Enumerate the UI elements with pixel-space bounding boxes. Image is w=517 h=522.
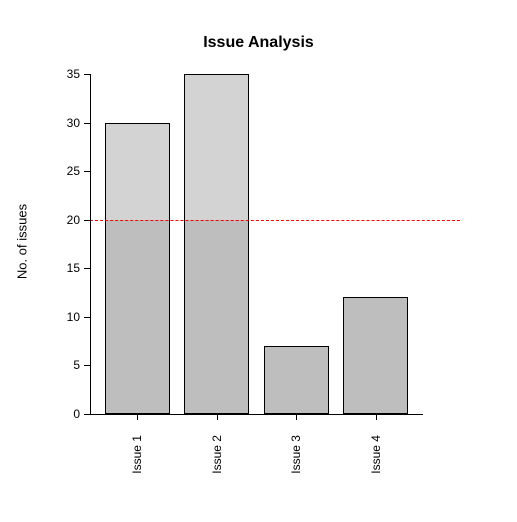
y-tick (84, 220, 90, 221)
x-tick-label: Issue 1 (130, 435, 144, 485)
y-tick-label: 0 (50, 407, 80, 421)
y-axis-line (90, 74, 91, 414)
y-tick (84, 414, 90, 415)
y-tick-label: 30 (50, 116, 80, 130)
x-tick (296, 414, 297, 420)
y-tick-label: 35 (50, 67, 80, 81)
bar-lower (184, 220, 249, 414)
y-axis-title: No. of issues (15, 182, 30, 302)
y-tick-label: 5 (50, 358, 80, 372)
x-tick-label: Issue 4 (369, 435, 383, 485)
bar-upper (105, 123, 170, 220)
chart-container: Issue Analysis No. of issues 0 5 10 15 20 25 3… (0, 0, 517, 522)
bar (264, 346, 329, 414)
x-tick-label: Issue 3 (289, 435, 303, 485)
x-tick (376, 414, 377, 420)
y-tick (84, 171, 90, 172)
y-tick-label: 20 (50, 213, 80, 227)
bar-layer (90, 74, 460, 414)
x-tick-label: Issue 2 (210, 435, 224, 485)
reference-line (90, 220, 460, 221)
y-tick-label: 10 (50, 310, 80, 324)
y-tick (84, 74, 90, 75)
y-tick (84, 365, 90, 366)
chart-title: Issue Analysis (0, 34, 517, 52)
y-tick (84, 268, 90, 269)
bar (343, 297, 408, 414)
bar-upper (184, 74, 249, 220)
y-tick (84, 123, 90, 124)
plot-area (90, 74, 460, 414)
x-axis-line (90, 414, 423, 415)
bar-lower (105, 220, 170, 414)
x-tick (137, 414, 138, 420)
y-tick-label: 25 (50, 164, 80, 178)
y-tick-label: 15 (50, 261, 80, 275)
y-tick (84, 317, 90, 318)
x-tick (217, 414, 218, 420)
